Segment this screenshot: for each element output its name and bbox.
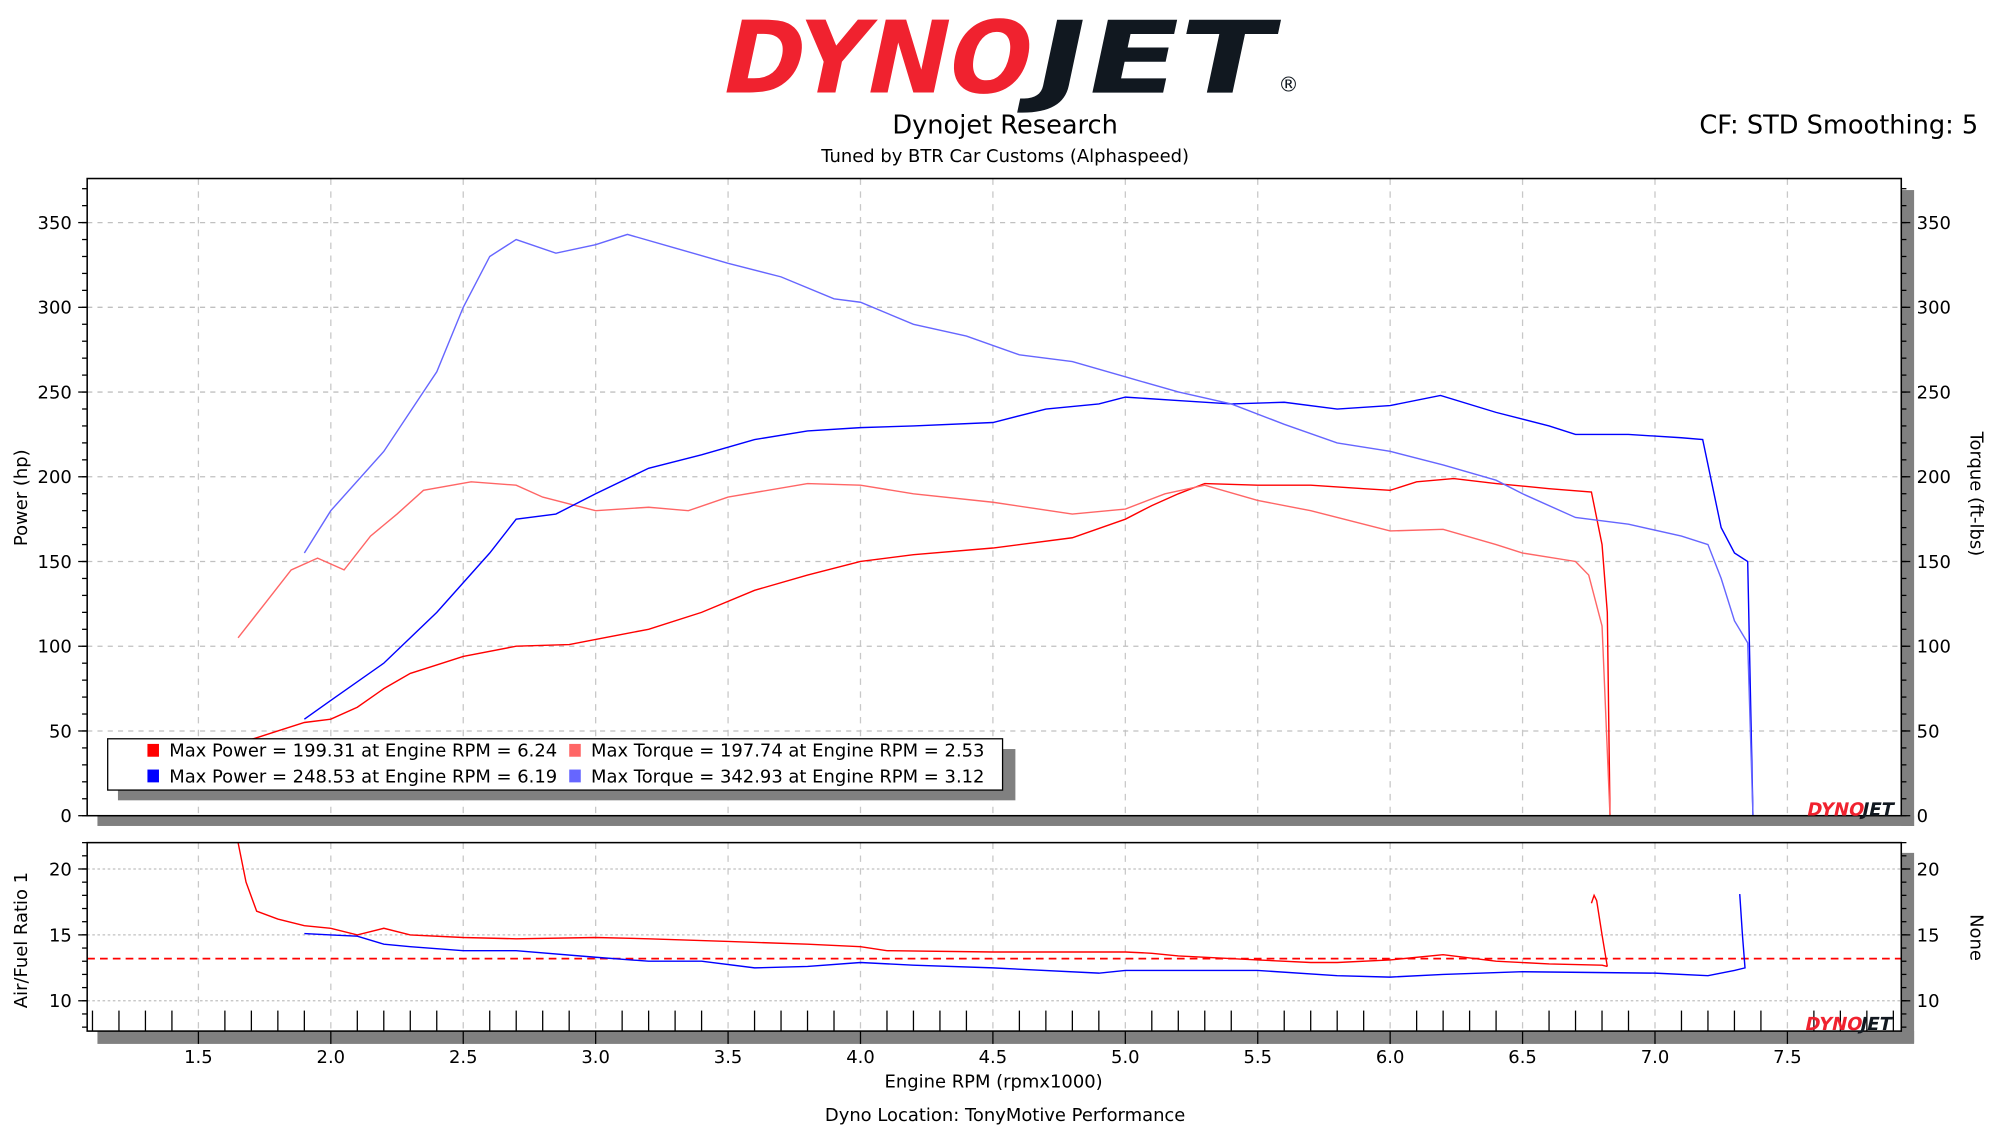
plot-border — [86, 177, 1903, 817]
series-line-1 — [237, 481, 1611, 816]
x-tick-label: 6.0 — [1376, 1047, 1405, 1068]
watermark-afr-right: JET — [1856, 1014, 1894, 1035]
watermark-afr: DYNO JET — [1803, 1014, 1894, 1035]
y2-tick-label: 100 — [1917, 637, 1951, 658]
power-torque-plot: 0 0 50 50 100 100 150 150 200 200 250 250 300 300 350 3… — [38, 177, 1951, 827]
y-tick-label: 50 — [49, 721, 72, 742]
watermark-afr-left: DYNO — [1803, 1014, 1864, 1035]
legend-red-torque: Max Torque = 197.74 at Engine RPM = 2.53 — [591, 741, 984, 762]
series-line-3 — [303, 233, 1754, 816]
afr-shadow-right — [1901, 852, 1915, 1043]
x-tick-label: 7.0 — [1641, 1047, 1670, 1068]
y2-axis-label: Torque (ft-lbs) — [1966, 431, 1987, 557]
plot-area — [87, 842, 1902, 1032]
watermark-main-right: JET — [1858, 800, 1896, 821]
x-tick-label: 6.5 — [1508, 1047, 1537, 1068]
legend-swatch-blue-power — [147, 769, 159, 783]
y2-tick-label: 200 — [1917, 467, 1951, 488]
y2-tick-label: 50 — [1917, 721, 1940, 742]
series-line-0 — [237, 842, 1608, 968]
chart-subtitle: Tuned by BTR Car Customs (Alphaspeed) — [820, 146, 1189, 167]
y-tick-label: 300 — [38, 298, 72, 319]
x-tick-label: 2.0 — [317, 1047, 346, 1068]
x-tick-label: 5.0 — [1111, 1047, 1140, 1068]
x-tick-label: 5.5 — [1243, 1047, 1272, 1068]
y2-tick-label: 300 — [1917, 298, 1951, 319]
x-tick-label: 2.5 — [449, 1047, 478, 1068]
y2-tick-label: 350 — [1917, 213, 1951, 234]
x-tick-label: 3.0 — [581, 1047, 610, 1068]
series-line-0 — [251, 477, 1611, 816]
legend-red-power: Max Power = 199.31 at Engine RPM = 6.24 — [169, 741, 557, 762]
y2-tick-label: 10 — [1917, 991, 1940, 1012]
y-tick-label: 200 — [38, 467, 72, 488]
cf-smoothing: CF: STD Smoothing: 5 — [1699, 111, 1978, 141]
y-tick-label: 100 — [38, 637, 72, 658]
afr-plot: 10 10 15 15 20 20 1.5 2.0 2.5 3.0 3.5 4.0 4.5 5.0 5.5 6… — [49, 841, 1940, 1068]
legend: Max Power = 199.31 at Engine RPM = 6.24 … — [107, 738, 1016, 801]
legend-blue-torque: Max Torque = 342.93 at Engine RPM = 3.12 — [591, 766, 984, 787]
x-tick-label: 4.0 — [846, 1047, 875, 1068]
y-tick-label: 150 — [38, 552, 72, 573]
y-tick-label: 20 — [49, 859, 72, 880]
y-tick-label: 10 — [49, 991, 72, 1012]
plot-area — [87, 178, 1902, 816]
y2-tick-label: 0 — [1917, 806, 1928, 827]
logo-left: DYNO — [713, 0, 1045, 116]
chart-title: Dynojet Research — [892, 111, 1117, 141]
legend-blue-power: Max Power = 248.53 at Engine RPM = 6.19 — [169, 766, 557, 787]
dyno-location: Dyno Location: TonyMotive Performance — [825, 1105, 1185, 1125]
y-axis-label: Power (hp) — [11, 449, 32, 546]
x-tick-label: 1.5 — [184, 1047, 213, 1068]
registered-mark: ® — [1278, 72, 1299, 96]
watermark-main: DYNO JET — [1805, 800, 1896, 821]
plot-shadow-right — [1901, 190, 1915, 826]
afr-shadow-bottom — [97, 1031, 1915, 1044]
y2-tick-label: 150 — [1917, 552, 1951, 573]
series-line-2 — [304, 893, 1746, 978]
x-tick-label: 4.5 — [979, 1047, 1008, 1068]
y-tick-label: 250 — [38, 382, 72, 403]
y-tick-label: 350 — [38, 213, 72, 234]
y2-tick-label: 250 — [1917, 382, 1951, 403]
y2-tick-label: 20 — [1917, 859, 1940, 880]
x-axis-label: Engine RPM (rpmx1000) — [885, 1072, 1103, 1093]
series-line-2 — [303, 394, 1754, 816]
plot-border — [86, 841, 1903, 1032]
plot-shadow-bottom — [97, 815, 1915, 826]
logo-right: JET — [1016, 0, 1286, 116]
series-line-1 — [1590, 893, 1609, 967]
dynojet-logo: DYNO JET ® — [713, 0, 1299, 116]
legend-swatch-red-torque — [569, 743, 581, 757]
x-tick-label: 7.5 — [1773, 1047, 1802, 1068]
legend-swatch-blue-torque — [569, 769, 581, 783]
watermark-main-left: DYNO — [1805, 800, 1866, 821]
y2-tick-label: 15 — [1917, 925, 1940, 946]
legend-swatch-red-power — [147, 743, 159, 757]
y-tick-label: 0 — [60, 806, 71, 827]
x-tick-label: 3.5 — [714, 1047, 743, 1068]
legend-box — [107, 738, 1004, 791]
y-tick-label: 15 — [49, 925, 72, 946]
afr-y2-axis-label: None — [1966, 914, 1987, 961]
afr-axis-label: Air/Fuel Ratio 1 — [11, 872, 32, 1008]
